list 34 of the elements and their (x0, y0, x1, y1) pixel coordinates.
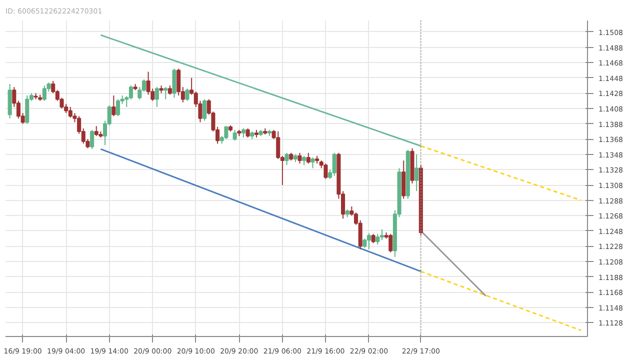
candlestick (302, 155, 306, 166)
candlestick (172, 68, 176, 98)
candlestick (112, 94, 116, 117)
candlestick (168, 85, 172, 96)
candlestick (306, 152, 310, 164)
candlestick (376, 233, 380, 246)
candlestick (332, 152, 336, 176)
candlestick (68, 106, 72, 118)
candlestick (176, 68, 181, 96)
candlestick (324, 163, 328, 180)
candlestick (90, 129, 94, 150)
candlestick (224, 126, 228, 140)
candlestick (241, 128, 246, 138)
candlestick (371, 233, 376, 244)
candlestick (25, 94, 30, 124)
candlestick (298, 152, 302, 164)
candlestick (388, 233, 393, 253)
candlestick (380, 228, 384, 241)
candlestick (414, 154, 419, 192)
candlestick (94, 126, 98, 137)
candlestick (276, 130, 280, 160)
candlestick (246, 128, 250, 138)
candlestick (202, 98, 207, 122)
candlestick (402, 160, 406, 200)
candlestick (284, 152, 289, 166)
candlestick (164, 86, 168, 100)
candlestick (128, 85, 133, 100)
candlestick (366, 232, 371, 250)
candlestick (232, 129, 237, 142)
candlestick (310, 156, 315, 169)
candlestick (362, 238, 367, 248)
candlestick (185, 88, 190, 102)
candlestick (154, 86, 159, 108)
candlestick (116, 98, 120, 117)
